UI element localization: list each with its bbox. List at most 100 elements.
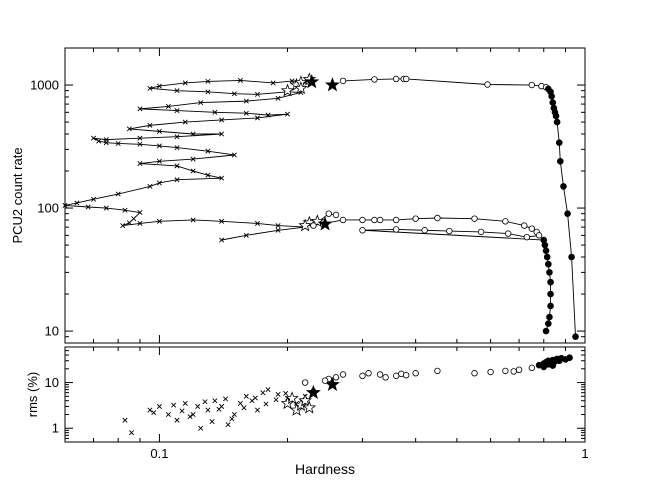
filled-circle-point	[547, 302, 554, 310]
cross-point	[202, 399, 208, 405]
open-circle-point	[535, 232, 543, 239]
cross-point	[122, 417, 128, 423]
x-tick-label: 0.1	[150, 446, 168, 461]
cross-point	[126, 220, 132, 226]
filled-circle-point	[566, 354, 573, 361]
cross-point	[190, 131, 196, 137]
filled-circle-point	[555, 139, 563, 146]
cross-point	[285, 111, 291, 117]
cross-point	[212, 398, 218, 404]
cross-point	[156, 143, 162, 149]
cross-point	[254, 220, 261, 226]
cross-point	[223, 396, 229, 402]
cross-point	[190, 217, 196, 223]
filled-circle-point	[560, 183, 567, 190]
open-circle-point	[382, 374, 389, 381]
open-circle-point	[412, 215, 419, 222]
cross-point	[179, 408, 185, 414]
cross-point	[265, 387, 271, 393]
rms-panel-frame	[64, 346, 586, 443]
cross-point	[243, 393, 249, 399]
rms-y-axis-label: rms (%)	[25, 372, 40, 418]
filled-star-point	[305, 384, 321, 400]
filled-star-point	[324, 77, 340, 92]
open-circle-point	[371, 216, 378, 224]
open-circle-point	[471, 215, 478, 222]
cross-point	[219, 175, 225, 181]
open-circle-point	[339, 77, 347, 85]
open-circle-point	[484, 81, 491, 88]
cross-point	[243, 232, 249, 238]
open-circle-point	[515, 366, 523, 374]
open-star-point	[285, 391, 299, 405]
cross-point	[165, 103, 171, 109]
open-circle-point	[359, 227, 366, 234]
cross-point	[190, 156, 196, 162]
filled-circle-point	[547, 278, 554, 286]
filled-star-point	[317, 216, 333, 231]
open-circle-point	[371, 76, 378, 83]
cross-point	[219, 237, 225, 243]
open-star-point	[294, 81, 308, 95]
cross-point	[156, 128, 162, 134]
cross-point	[74, 200, 80, 206]
cross-point	[156, 180, 162, 186]
open-star-point	[302, 400, 317, 414]
cross-point	[275, 223, 281, 229]
open-circle-point	[332, 211, 340, 219]
cross-point	[254, 115, 261, 121]
filled-circle-point	[546, 313, 553, 321]
cross-point	[243, 98, 249, 104]
cross-point	[219, 218, 225, 224]
open-circle-point	[339, 216, 347, 224]
cross-point	[205, 78, 211, 84]
cross-point	[147, 407, 153, 413]
cross-point	[205, 148, 211, 154]
cross-point	[129, 430, 135, 436]
cross-point	[147, 85, 153, 91]
open-circle-point	[376, 216, 384, 224]
cross-point	[174, 145, 180, 151]
open-circle-point	[301, 379, 309, 386]
cross-point	[126, 126, 132, 132]
open-circle-point	[446, 227, 453, 235]
hid-y-tick-label: 1000	[30, 78, 59, 93]
hid-y-tick-label: 100	[37, 201, 59, 216]
cross-point	[85, 204, 91, 210]
cross-point	[254, 91, 261, 97]
cross-point	[174, 108, 180, 114]
cross-point	[151, 410, 157, 416]
cross-point	[96, 138, 102, 144]
cross-point	[190, 168, 196, 174]
cross-point	[263, 401, 269, 407]
open-circle-point	[528, 225, 536, 232]
cross-point	[174, 177, 180, 183]
open-circle-point	[510, 368, 517, 375]
cross-point	[182, 119, 188, 125]
cross-point	[270, 80, 276, 86]
filled-circle-point	[552, 112, 560, 120]
cross-point	[212, 109, 218, 115]
cross-point	[137, 220, 143, 226]
cross-point	[219, 117, 225, 123]
cross-point	[90, 196, 97, 202]
open-circle-point	[528, 81, 536, 89]
cross-point	[156, 218, 162, 224]
cross-point	[195, 403, 201, 409]
cross-point	[122, 207, 128, 213]
open-star-point	[298, 218, 312, 232]
open-circle-point	[310, 222, 317, 229]
open-circle-point	[471, 370, 478, 377]
cross-point	[147, 122, 153, 128]
cross-point	[147, 183, 153, 189]
filled-circle-point	[546, 269, 553, 276]
cross-point	[137, 161, 143, 167]
open-circle-point	[502, 218, 509, 225]
cross-point	[225, 422, 231, 428]
cross-point	[241, 405, 247, 411]
cross-point	[265, 112, 271, 118]
cross-point	[229, 416, 235, 422]
cross-point	[205, 89, 211, 95]
cross-point	[137, 209, 143, 216]
cross-point	[137, 141, 143, 147]
